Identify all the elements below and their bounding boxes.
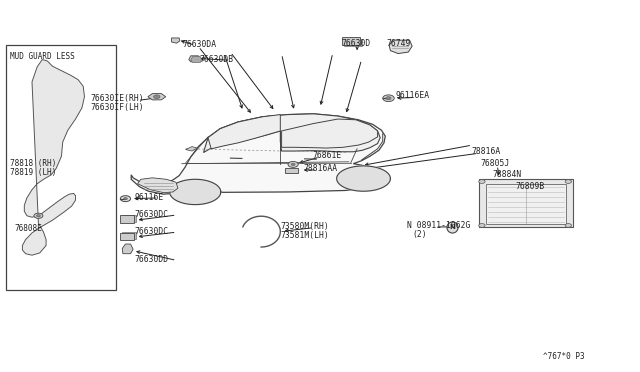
- Polygon shape: [22, 60, 84, 255]
- Text: 76630IE(RH): 76630IE(RH): [91, 94, 145, 103]
- Bar: [122, 215, 136, 222]
- Polygon shape: [122, 244, 133, 254]
- Circle shape: [291, 163, 295, 166]
- Text: 76630IF(LH): 76630IF(LH): [91, 103, 145, 112]
- Bar: [342, 37, 360, 45]
- Text: 78884N: 78884N: [493, 170, 522, 179]
- Circle shape: [36, 215, 40, 217]
- Text: 76630D: 76630D: [342, 39, 371, 48]
- Text: 78816A: 78816A: [471, 147, 500, 156]
- Polygon shape: [282, 119, 378, 148]
- Polygon shape: [389, 40, 412, 54]
- Polygon shape: [337, 166, 390, 191]
- Text: 78818 (RH): 78818 (RH): [10, 159, 56, 168]
- Text: 76861E: 76861E: [312, 151, 342, 160]
- Text: 76630DA: 76630DA: [182, 40, 216, 49]
- Text: 76630DC: 76630DC: [134, 210, 168, 219]
- Polygon shape: [204, 114, 380, 153]
- Bar: [486, 184, 566, 224]
- Circle shape: [479, 180, 485, 183]
- Text: ^767*0 P3: ^767*0 P3: [543, 352, 584, 361]
- Circle shape: [34, 213, 43, 218]
- Polygon shape: [172, 38, 180, 43]
- Circle shape: [383, 95, 394, 102]
- Text: 96116EA: 96116EA: [396, 92, 429, 100]
- Polygon shape: [191, 57, 202, 62]
- Polygon shape: [189, 56, 200, 62]
- Bar: [120, 232, 134, 240]
- Text: 76749: 76749: [387, 39, 411, 48]
- Text: 78819 (LH): 78819 (LH): [10, 169, 56, 177]
- Polygon shape: [186, 147, 197, 151]
- Text: 76805J: 76805J: [480, 159, 509, 168]
- Circle shape: [386, 97, 391, 100]
- Text: 96116E: 96116E: [134, 193, 164, 202]
- Text: MUD GUARD LESS: MUD GUARD LESS: [10, 52, 75, 61]
- Text: N 08911-1062G: N 08911-1062G: [407, 221, 470, 230]
- Polygon shape: [138, 178, 178, 193]
- Circle shape: [565, 180, 572, 183]
- Polygon shape: [170, 179, 221, 205]
- Polygon shape: [208, 115, 280, 149]
- Bar: [120, 215, 134, 223]
- Bar: [344, 39, 362, 46]
- Text: 73580M(RH): 73580M(RH): [280, 222, 329, 231]
- Bar: [285, 168, 298, 173]
- Circle shape: [124, 198, 127, 200]
- Text: 73581M(LH): 73581M(LH): [280, 231, 329, 240]
- Text: 78816AA: 78816AA: [303, 164, 337, 173]
- Text: 76808E: 76808E: [14, 224, 42, 233]
- Text: (2): (2): [412, 230, 427, 239]
- Polygon shape: [131, 114, 385, 194]
- Circle shape: [479, 224, 485, 227]
- Text: 76630DB: 76630DB: [200, 55, 234, 64]
- Circle shape: [154, 95, 160, 99]
- Text: 76630DD: 76630DD: [134, 255, 168, 264]
- Text: 76809B: 76809B: [516, 182, 545, 191]
- Circle shape: [288, 161, 298, 167]
- Circle shape: [120, 196, 131, 202]
- Bar: [122, 232, 136, 239]
- Text: N: N: [449, 224, 455, 230]
- Circle shape: [565, 224, 572, 227]
- Text: 76630DC: 76630DC: [134, 227, 168, 236]
- Bar: [6, 45, 116, 290]
- Bar: [479, 179, 573, 227]
- Polygon shape: [148, 94, 166, 100]
